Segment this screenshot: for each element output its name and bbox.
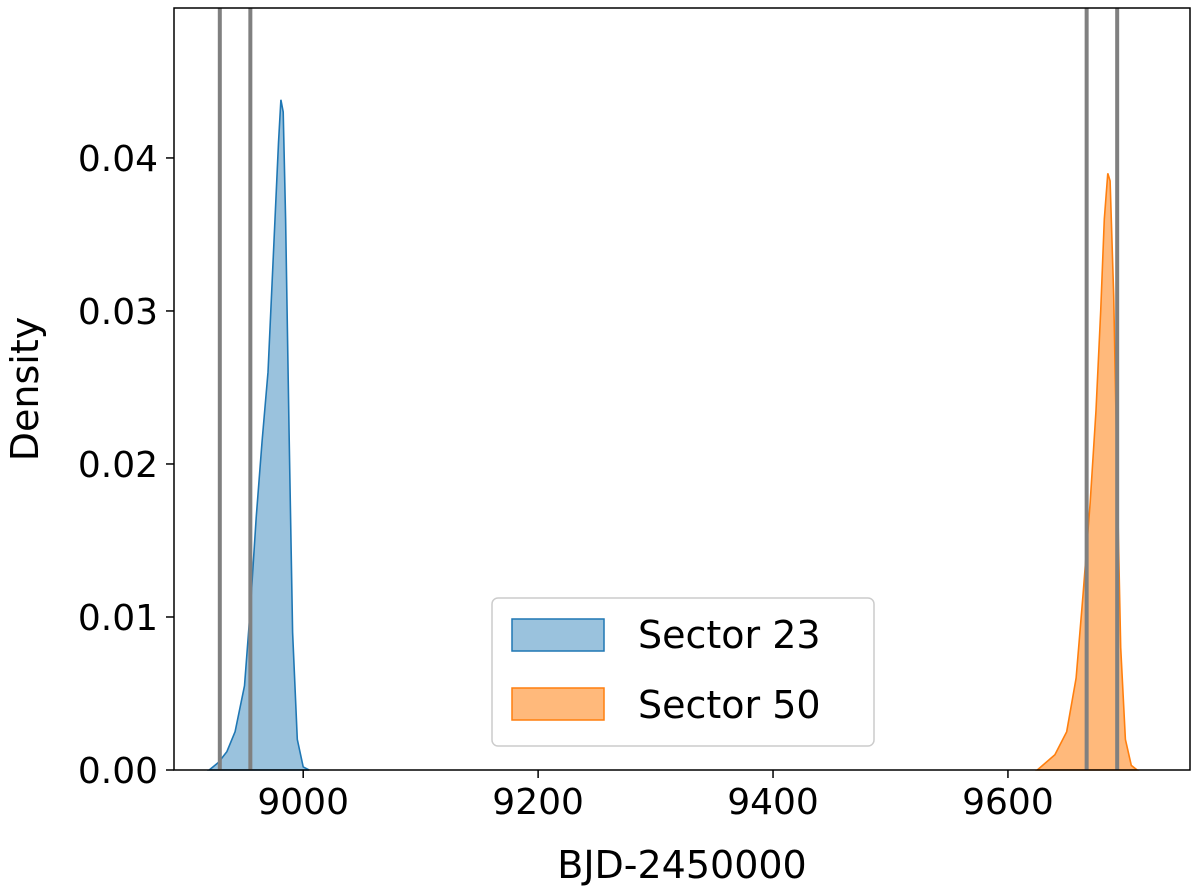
y-tick-label: 0.00 xyxy=(78,751,158,792)
plot-area xyxy=(206,99,1140,771)
legend-label-sector-50: Sector 50 xyxy=(638,683,821,727)
vertical-lines xyxy=(217,8,1120,770)
x-tick-label: 9600 xyxy=(962,782,1054,823)
density-area-sector-23 xyxy=(206,99,310,771)
legend-swatch-sector-23 xyxy=(511,618,605,652)
x-tick-label: 9200 xyxy=(492,782,584,823)
x-tick-label: 9000 xyxy=(257,782,349,823)
x-tick-label: 9400 xyxy=(727,782,819,823)
x-axis-label: BJD-2450000 xyxy=(557,843,807,887)
legend-label-sector-23: Sector 23 xyxy=(638,613,821,657)
y-tick-label: 0.01 xyxy=(78,598,158,639)
density-area-sector-50 xyxy=(1035,173,1140,771)
y-axis-label: Density xyxy=(3,317,47,461)
legend: Sector 23 Sector 50 xyxy=(491,597,875,747)
axis-ticks: 9000 9200 9400 9600 0.00 0.01 0.02 0.03 0.04 xyxy=(78,139,1054,823)
y-tick-label: 0.04 xyxy=(78,139,158,180)
axes-frame xyxy=(173,7,1191,771)
legend-swatch-sector-50 xyxy=(511,687,605,721)
y-tick-label: 0.02 xyxy=(78,445,158,486)
y-tick-label: 0.03 xyxy=(78,292,158,333)
